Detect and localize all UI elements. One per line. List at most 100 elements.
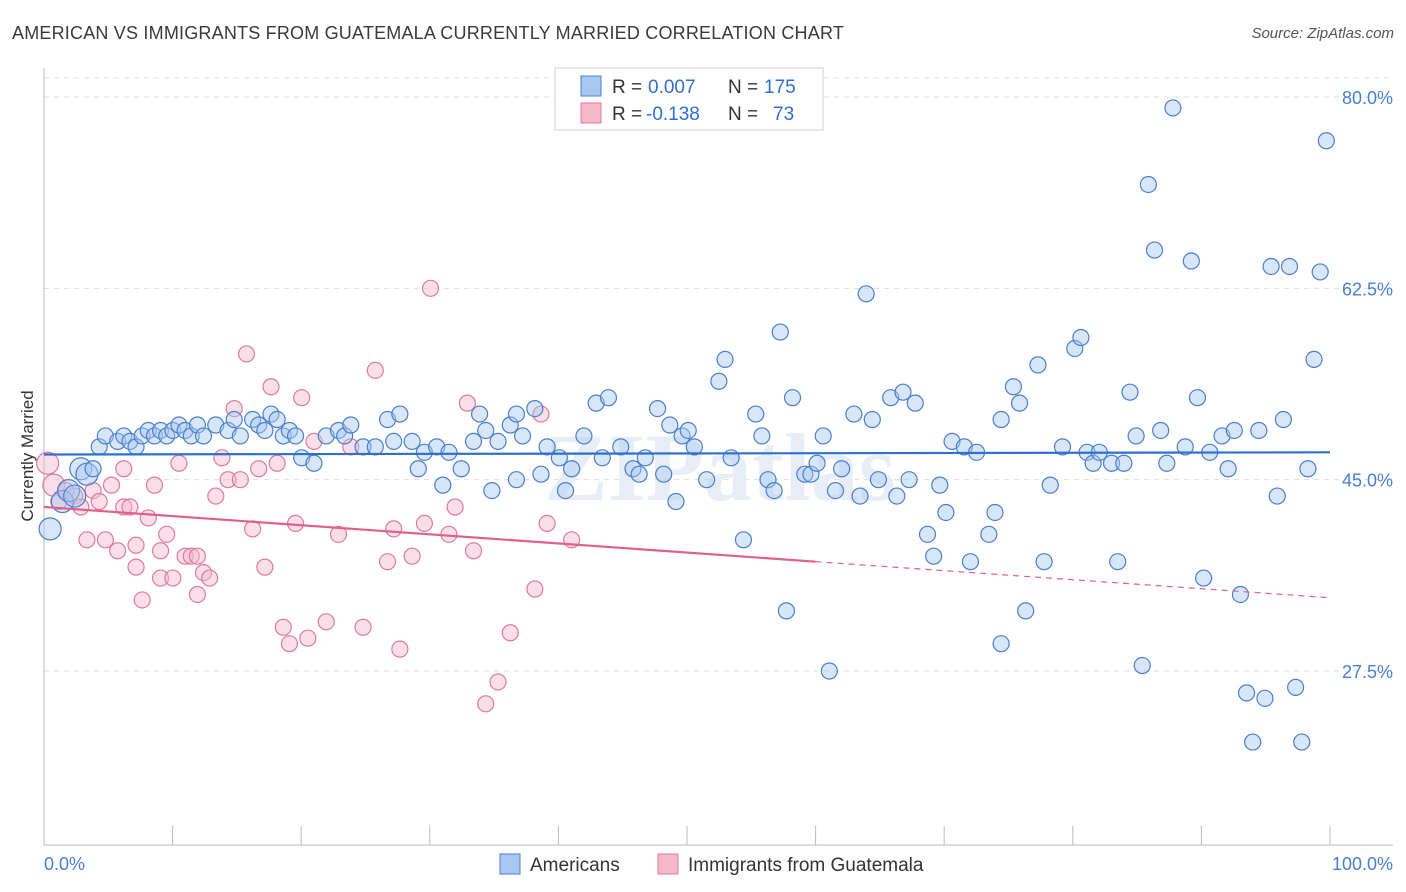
point-americans bbox=[1250, 421, 1268, 440]
point-americans bbox=[84, 460, 102, 478]
point-americans bbox=[1066, 339, 1084, 358]
point-americans bbox=[796, 465, 814, 483]
point-americans bbox=[1280, 257, 1299, 276]
point-guatemala bbox=[391, 640, 409, 658]
point-americans bbox=[305, 454, 323, 472]
point-americans bbox=[826, 482, 845, 500]
point-guatemala bbox=[176, 547, 194, 565]
point-americans bbox=[464, 432, 483, 450]
point-guatemala bbox=[96, 531, 114, 549]
point-americans bbox=[771, 323, 789, 341]
point-guatemala bbox=[36, 451, 60, 475]
point-americans bbox=[1158, 454, 1176, 472]
point-americans bbox=[777, 602, 795, 620]
point-americans bbox=[925, 547, 943, 565]
point-americans bbox=[38, 517, 62, 541]
point-americans bbox=[575, 427, 593, 445]
point-guatemala bbox=[415, 514, 434, 533]
point-americans bbox=[820, 662, 838, 680]
point-americans bbox=[1041, 476, 1059, 494]
point-americans bbox=[1231, 585, 1250, 604]
point-americans bbox=[366, 438, 384, 456]
point-americans bbox=[1102, 454, 1121, 472]
point-americans bbox=[409, 460, 427, 478]
point-guatemala bbox=[526, 580, 544, 598]
point-guatemala bbox=[262, 378, 280, 396]
bottom-legend-swatch-guatemala bbox=[657, 853, 679, 875]
point-guatemala bbox=[458, 394, 476, 412]
point-americans bbox=[808, 454, 826, 472]
source-label: Source: ZipAtlas.com bbox=[1251, 25, 1394, 42]
point-americans bbox=[900, 471, 918, 489]
point-americans bbox=[231, 427, 249, 445]
point-americans bbox=[1311, 263, 1329, 281]
point-guatemala bbox=[501, 624, 519, 642]
bottom-legend-swatch-americans bbox=[499, 853, 521, 875]
points-guatemala bbox=[36, 279, 581, 713]
points-americans bbox=[38, 99, 1335, 751]
point-guatemala bbox=[489, 673, 507, 691]
point-americans bbox=[1287, 678, 1305, 697]
watermark: ZIPatlas bbox=[544, 414, 896, 521]
point-americans bbox=[434, 476, 452, 494]
y-tick-label: 62.5% bbox=[1342, 279, 1393, 299]
point-americans bbox=[612, 438, 630, 456]
point-americans bbox=[863, 410, 881, 429]
point-americans bbox=[1145, 241, 1164, 259]
point-americans bbox=[931, 476, 949, 494]
point-americans bbox=[747, 405, 765, 423]
point-guatemala bbox=[151, 542, 170, 560]
point-americans bbox=[906, 394, 924, 412]
point-americans bbox=[471, 405, 489, 423]
point-americans bbox=[1072, 328, 1090, 347]
point-americans bbox=[1188, 389, 1207, 407]
point-guatemala bbox=[256, 558, 274, 576]
point-americans bbox=[538, 438, 556, 456]
point-americans bbox=[563, 460, 581, 478]
point-guatemala bbox=[90, 492, 108, 511]
point-americans bbox=[937, 503, 955, 522]
point-americans bbox=[980, 525, 998, 543]
point-americans bbox=[182, 427, 200, 445]
point-americans bbox=[483, 482, 501, 500]
point-guatemala bbox=[66, 487, 84, 505]
point-americans bbox=[655, 465, 673, 483]
point-americans bbox=[1004, 378, 1023, 396]
x-tick-label: 0.0% bbox=[44, 854, 85, 874]
point-americans bbox=[1053, 438, 1072, 456]
point-americans bbox=[532, 465, 550, 483]
point-guatemala bbox=[115, 498, 133, 516]
point-americans bbox=[1195, 569, 1213, 587]
point-guatemala bbox=[464, 542, 483, 560]
point-americans bbox=[802, 465, 820, 483]
point-guatemala bbox=[354, 618, 372, 636]
point-guatemala bbox=[145, 476, 164, 494]
point-guatemala bbox=[299, 629, 317, 647]
legend-swatch-americans bbox=[580, 75, 602, 97]
point-americans bbox=[1035, 553, 1053, 571]
point-guatemala bbox=[115, 460, 133, 478]
point-americans bbox=[477, 421, 495, 440]
axis-layer bbox=[43, 68, 1393, 846]
point-americans bbox=[1182, 252, 1200, 270]
point-americans bbox=[636, 449, 654, 467]
point-americans bbox=[501, 416, 519, 434]
point-americans bbox=[1133, 656, 1151, 675]
y-tick-label: 27.5% bbox=[1342, 662, 1393, 682]
point-americans bbox=[986, 503, 1004, 522]
point-americans bbox=[526, 400, 544, 418]
point-americans bbox=[1152, 421, 1170, 440]
point-americans bbox=[1176, 438, 1194, 456]
chart-title: AMERICAN VS IMMIGRANTS FROM GUATEMALA CU… bbox=[12, 23, 845, 43]
point-americans bbox=[759, 471, 777, 489]
point-guatemala bbox=[201, 569, 219, 587]
point-americans bbox=[599, 389, 618, 407]
legend-n-value-americans: 175 bbox=[764, 77, 796, 98]
trendline-guatemala-extension bbox=[815, 561, 1331, 599]
point-americans bbox=[268, 410, 286, 429]
point-americans bbox=[489, 432, 507, 450]
point-americans bbox=[256, 421, 274, 440]
point-guatemala bbox=[207, 487, 225, 505]
point-americans bbox=[716, 350, 734, 368]
point-americans bbox=[342, 416, 360, 434]
